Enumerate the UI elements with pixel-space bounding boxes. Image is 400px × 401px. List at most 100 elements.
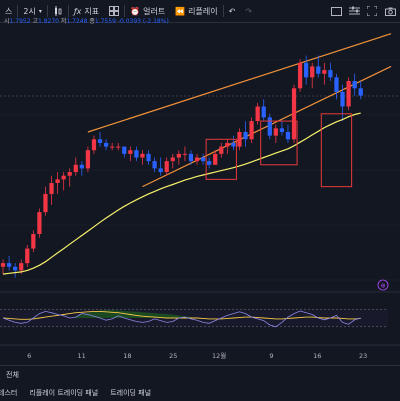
candle-body (267, 117, 272, 136)
candle-body (243, 132, 248, 140)
candle-body (146, 153, 151, 162)
candle-body (188, 153, 194, 162)
candle-body (358, 88, 363, 96)
candle-body (310, 66, 315, 78)
undo-icon: ↶ (228, 6, 236, 16)
candle-body (134, 150, 139, 158)
candle-body (352, 81, 357, 89)
close-key: 종 (89, 18, 95, 25)
candle-body (304, 62, 309, 78)
logo-badge-glyph: ⊕ (380, 283, 385, 290)
candle-body (231, 142, 236, 147)
candle-body (43, 193, 48, 213)
highlight-boxes[interactable] (205, 113, 353, 188)
redo-icon: ↷ (245, 6, 253, 16)
time-axis-label: 12월 (212, 351, 226, 360)
candle-body (249, 121, 254, 140)
chevron-down-icon: ▾ (38, 7, 42, 15)
oscillator-line (2, 310, 361, 328)
snapshot-button[interactable] (384, 5, 396, 17)
candle-body (110, 146, 115, 148)
candle-body (285, 132, 291, 140)
candle-body (116, 146, 121, 148)
time-axis-label: 11 (77, 352, 85, 360)
bottom-row-top: 전체 (0, 368, 400, 382)
candle-body (182, 153, 188, 155)
candle-body (91, 139, 97, 151)
candle-body (67, 172, 72, 176)
candle-body (55, 179, 60, 183)
candle-body (273, 128, 278, 136)
time-axis-label: 6 (27, 352, 31, 360)
candle-body (194, 157, 200, 162)
candlestick-series (0, 55, 363, 278)
candle-type-button[interactable] (48, 0, 68, 22)
time-axis-label: 18 (123, 352, 131, 360)
candle-body (31, 234, 36, 249)
candle-body (164, 161, 169, 173)
chart-grid (0, 59, 400, 281)
symbol-prefix[interactable]: 스 (0, 0, 17, 22)
time-axis-label: 16 (313, 352, 321, 360)
candle-body (61, 175, 66, 180)
channel-line (87, 33, 392, 133)
camera-icon (384, 7, 396, 16)
candle-body (297, 62, 303, 89)
grid-icon (109, 6, 120, 16)
candle-body (152, 161, 157, 169)
highlight-box (205, 138, 237, 180)
candle-body (37, 212, 42, 234)
candle-body (103, 142, 109, 147)
alert-button[interactable]: ⏰ 얼러트 (125, 0, 170, 22)
bottom-panel: 전체 테스터 리플레이 트레이딩 패널 트레이딩 패널 (0, 365, 400, 401)
logo-badge[interactable] (377, 279, 389, 291)
price-chart[interactable]: ⊕ 6 11 18 25 12월 9 16 23 (0, 0, 400, 365)
oscillator-signal-line (2, 310, 361, 320)
indicators-button[interactable]: ƒx 지표 (69, 0, 104, 22)
candle-body (328, 70, 333, 78)
highlight-box (320, 113, 353, 188)
candle-body (225, 142, 230, 147)
candle-body (140, 153, 145, 158)
redo-button[interactable]: ↷ (240, 0, 257, 22)
interval-label: 2시 (23, 6, 36, 16)
undo-button[interactable]: ↶ (224, 0, 241, 22)
candle-body (79, 164, 84, 169)
candle-body (128, 150, 133, 154)
tab-trading-panel[interactable]: 트레이딩 패널 (110, 389, 152, 397)
candle-body (291, 88, 297, 140)
toolbar-divider (124, 5, 126, 17)
tab-all[interactable]: 전체 (6, 371, 19, 379)
open-key: 시 (4, 18, 10, 25)
candle-body (346, 81, 351, 107)
oscillator-pane (0, 308, 388, 328)
indicators-label: 지표 (84, 6, 100, 16)
candle-body (49, 183, 54, 194)
candle-body (19, 263, 24, 271)
candlestick-icon (54, 6, 62, 16)
low-value: 1.7248 (66, 18, 88, 25)
replay-button[interactable]: ⏪ 리플레이 (170, 0, 222, 22)
candle-body (97, 139, 103, 143)
toolbar-divider (222, 5, 224, 17)
high-key: 고 (32, 18, 38, 25)
window-icon (330, 6, 342, 16)
symbol-prefix-label: 스 (5, 6, 13, 16)
candle-body (176, 153, 181, 158)
candle-body (200, 157, 206, 162)
tab-strategy-tester[interactable]: 테스터 (0, 389, 18, 397)
fx-icon: ƒx (73, 6, 82, 16)
trend-channel[interactable] (87, 33, 392, 188)
interval-selector[interactable]: 2시 ▾ (18, 0, 46, 22)
toolbar-divider (67, 5, 69, 17)
candle-body (334, 77, 339, 92)
moving-average-line (2, 112, 361, 275)
layout-toggle-button[interactable] (330, 5, 342, 17)
toolbar-divider (17, 5, 19, 17)
change-value: -0.0393 (-2.18%) (117, 18, 169, 25)
layout-button[interactable] (104, 0, 124, 22)
highlight-box (260, 120, 298, 166)
tab-replay-trading-panel[interactable]: 리플레이 트레이딩 패널 (29, 389, 99, 397)
settings-button[interactable] (348, 5, 360, 17)
time-axis[interactable]: 6 11 18 25 12월 9 16 23 (27, 351, 367, 360)
